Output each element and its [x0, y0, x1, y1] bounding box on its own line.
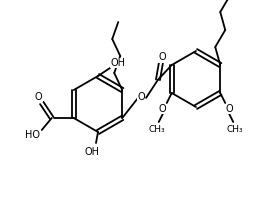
- Text: HO: HO: [25, 130, 40, 140]
- Text: O: O: [226, 104, 233, 114]
- Text: O: O: [137, 92, 145, 102]
- Text: CH₃: CH₃: [227, 125, 244, 133]
- Text: O: O: [158, 52, 166, 62]
- Text: OH: OH: [84, 147, 100, 157]
- Text: O: O: [35, 92, 43, 102]
- Text: OH: OH: [111, 58, 125, 68]
- Text: O: O: [159, 104, 167, 114]
- Text: CH₃: CH₃: [148, 125, 165, 133]
